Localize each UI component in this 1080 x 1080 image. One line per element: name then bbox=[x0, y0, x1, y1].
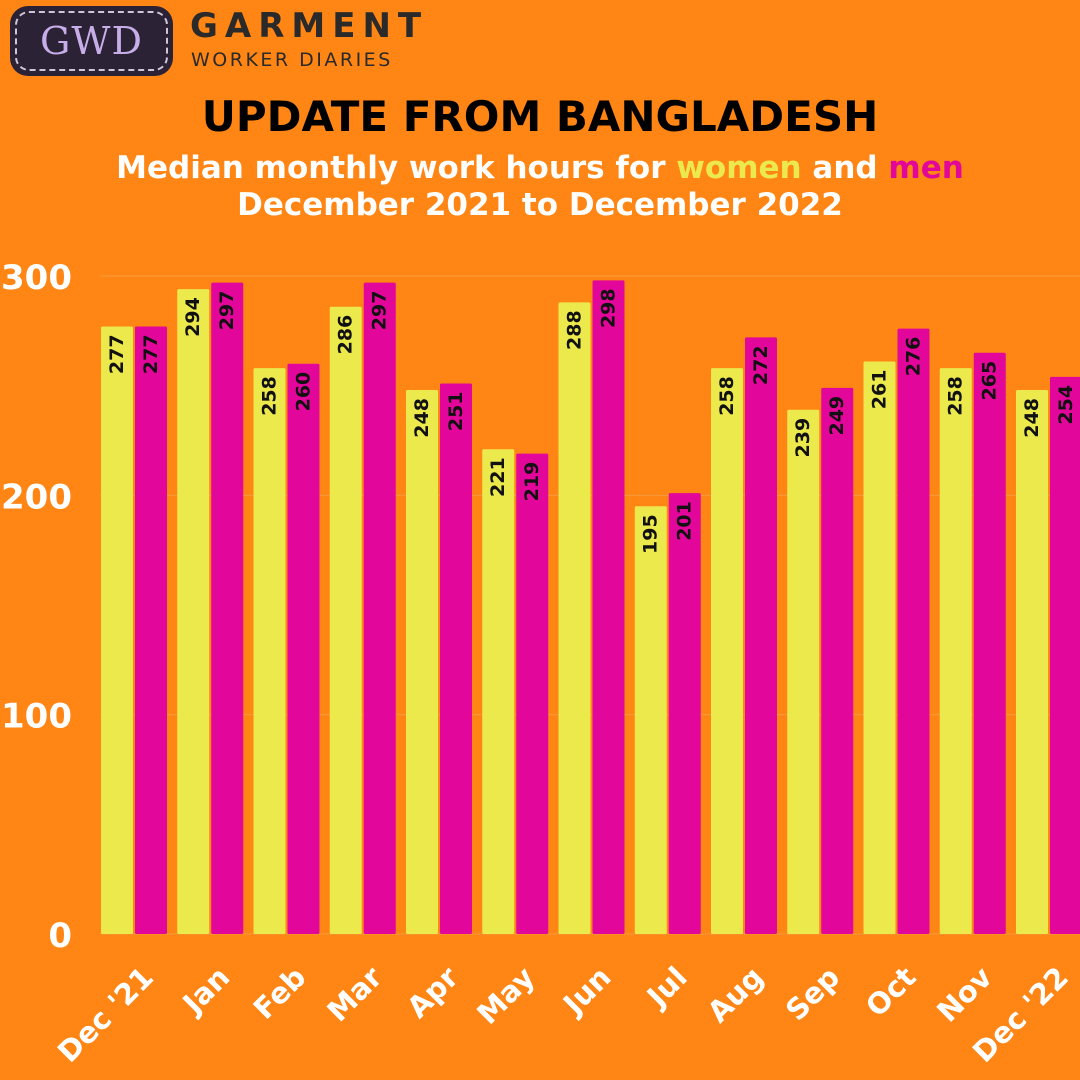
bar-men bbox=[287, 363, 320, 934]
x-tick-label: Apr bbox=[400, 959, 465, 1024]
bar-value-label: 288 bbox=[564, 310, 586, 350]
bar-men bbox=[440, 383, 472, 934]
bar-value-label: 272 bbox=[750, 345, 772, 385]
x-tick-label: Oct bbox=[859, 960, 923, 1024]
bar-value-label: 258 bbox=[945, 376, 967, 416]
bar-value-label: 277 bbox=[140, 334, 162, 374]
bar-men bbox=[821, 387, 854, 934]
bar-women bbox=[406, 390, 438, 934]
subtitle-women-word: women bbox=[676, 150, 802, 186]
bar-value-label: 276 bbox=[903, 337, 925, 377]
subtitle-prefix: Median monthly work hours for bbox=[116, 150, 677, 186]
bar-women bbox=[1016, 390, 1048, 934]
chart-subtitle-line1: Median monthly work hours for women and … bbox=[0, 150, 1080, 186]
bar-value-label: 277 bbox=[106, 334, 128, 374]
bar-women bbox=[558, 302, 591, 934]
bar-value-label: 297 bbox=[369, 291, 391, 331]
x-tick-label: Mar bbox=[320, 959, 389, 1028]
bar-value-label: 219 bbox=[521, 462, 543, 502]
bar-men bbox=[973, 352, 1006, 934]
bar-value-label: 298 bbox=[598, 288, 620, 328]
logo-stitch-border bbox=[15, 11, 168, 71]
bar-value-label: 201 bbox=[674, 501, 696, 541]
bar-value-label: 286 bbox=[335, 315, 357, 355]
bar-value-label: 294 bbox=[182, 297, 204, 337]
subtitle-men-word: men bbox=[888, 150, 964, 186]
bar-value-label: 195 bbox=[640, 514, 662, 554]
bar-value-label: 248 bbox=[411, 398, 433, 438]
bar-women bbox=[101, 326, 133, 934]
brand-name: GARMENT bbox=[190, 6, 429, 46]
y-tick-label: 300 bbox=[1, 258, 72, 298]
x-tick-label: Sep bbox=[779, 960, 846, 1027]
x-tick-label: Jul bbox=[639, 960, 694, 1015]
page-title: UPDATE FROM BANGLADESH bbox=[201, 92, 879, 141]
bar-men bbox=[363, 282, 396, 935]
x-tick-label: May bbox=[470, 960, 541, 1031]
bar-women bbox=[711, 368, 743, 934]
bar-women bbox=[253, 368, 286, 934]
y-tick-label: 100 bbox=[1, 697, 72, 737]
bar-women bbox=[482, 449, 515, 934]
bar-men bbox=[745, 337, 777, 934]
bar-men bbox=[668, 493, 701, 934]
gwd-logo-badge: GWD bbox=[10, 6, 173, 76]
bar-men bbox=[897, 328, 930, 934]
bar-women bbox=[939, 368, 972, 934]
bar-value-label: 248 bbox=[1021, 398, 1043, 438]
x-tick-label: Nov bbox=[930, 960, 999, 1029]
bar-men bbox=[592, 280, 625, 934]
bar-women bbox=[329, 306, 362, 934]
bar-men bbox=[1050, 376, 1080, 934]
logo-mark: GWD bbox=[40, 19, 143, 63]
bar-men bbox=[135, 326, 167, 934]
bar-value-label: 258 bbox=[716, 376, 738, 416]
x-tick-label: Jan bbox=[175, 960, 237, 1022]
y-tick-label: 200 bbox=[1, 477, 72, 517]
subtitle-connector: and bbox=[801, 150, 889, 186]
bar-value-label: 258 bbox=[259, 376, 281, 416]
bar-men bbox=[516, 453, 549, 934]
chart-subtitle-line2: December 2021 to December 2022 bbox=[237, 187, 843, 223]
bar-women bbox=[177, 289, 210, 934]
x-tick-label: Feb bbox=[247, 960, 313, 1026]
bar-women bbox=[634, 506, 667, 934]
y-tick-label: 0 bbox=[48, 916, 72, 956]
bar-women bbox=[863, 361, 896, 934]
brand-subtitle: WORKER DIARIES bbox=[191, 49, 393, 71]
bar-value-label: 251 bbox=[445, 391, 467, 431]
bar-men bbox=[211, 282, 244, 935]
bar-value-label: 265 bbox=[979, 361, 1001, 401]
bar-value-label: 297 bbox=[216, 291, 238, 331]
bar-value-label: 239 bbox=[792, 418, 814, 458]
bar-value-label: 260 bbox=[293, 372, 315, 412]
bar-value-label: 254 bbox=[1055, 385, 1077, 425]
x-tick-label: Jun bbox=[555, 960, 617, 1022]
bar-value-label: 221 bbox=[487, 457, 509, 497]
bar-value-label: 249 bbox=[826, 396, 848, 436]
bar-value-label: 261 bbox=[869, 370, 891, 410]
x-tick-label: Dec '21 bbox=[51, 960, 160, 1069]
x-tick-label: Aug bbox=[701, 960, 770, 1029]
bar-women bbox=[787, 409, 820, 934]
